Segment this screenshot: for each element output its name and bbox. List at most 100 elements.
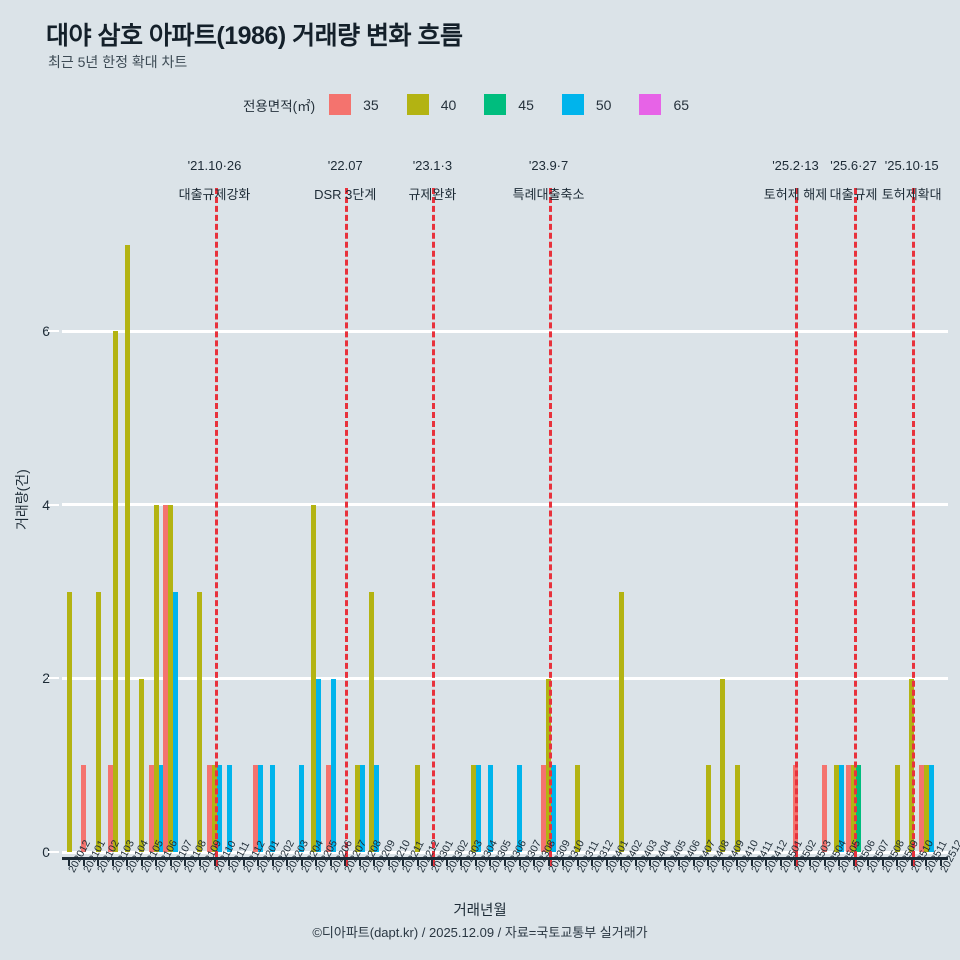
x-tick-202107: [169, 857, 172, 866]
bar-202101-35[interactable]: [81, 765, 87, 852]
x-tick-202507: [867, 857, 870, 866]
x-tick-202501: [779, 857, 782, 866]
bar-202106-35[interactable]: [148, 765, 154, 852]
bar-202204-50[interactable]: [299, 765, 305, 852]
bar-202304-40[interactable]: [470, 765, 476, 852]
legend-label-40: 40: [440, 96, 457, 113]
x-tick-202103: [111, 857, 114, 866]
x-tick-202407: [692, 857, 695, 866]
x-tick-202312: [591, 857, 594, 866]
legend-items: 35 40 45 50 65: [329, 94, 717, 115]
x-tick-202205: [315, 857, 318, 866]
gridline-4: [62, 503, 948, 507]
bar-202402-40[interactable]: [618, 591, 624, 852]
bar-202506-35[interactable]: [846, 765, 852, 852]
bar-202106-50[interactable]: [158, 765, 164, 852]
event-date-202506: '25.6·27: [830, 158, 877, 173]
bar-202107-35[interactable]: [163, 504, 169, 852]
x-tick-202204: [300, 857, 303, 866]
bar-202104-40[interactable]: [124, 244, 130, 852]
event-name-202502: 토허제 해제: [763, 187, 828, 202]
x-tick-202412: [765, 857, 768, 866]
y-axis-title: 거래량(건): [14, 469, 30, 530]
bar-202305-50[interactable]: [487, 765, 493, 852]
bar-202209-50[interactable]: [374, 765, 380, 852]
event-line-202510: [911, 188, 915, 866]
x-tick-202512: [939, 857, 942, 866]
x-tick-202105: [140, 857, 143, 866]
x-tick-202211: [402, 857, 405, 866]
legend-swatch-45: [484, 94, 507, 115]
x-tick-202108: [184, 857, 187, 866]
bar-202206-50[interactable]: [330, 678, 336, 852]
x-tick-202307: [518, 857, 521, 866]
gridline-2: [62, 676, 948, 680]
bar-202309-50[interactable]: [551, 765, 557, 852]
y-tick-label-2: 2: [42, 670, 50, 687]
legend-item-40[interactable]: 40: [406, 94, 479, 115]
y-tick-mark-4: [48, 503, 59, 506]
bar-202110-50[interactable]: [217, 765, 222, 852]
gridline-6: [62, 329, 948, 333]
bar-202107-50[interactable]: [173, 591, 179, 852]
x-tick-202212: [416, 857, 419, 866]
x-tick-202509: [896, 857, 899, 866]
bar-202208-50[interactable]: [359, 765, 365, 852]
event-name-202207: DSR 3단계: [314, 187, 377, 202]
bar-202201-35[interactable]: [253, 765, 259, 852]
bar-202506-45[interactable]: [856, 765, 862, 852]
bar-202511-40[interactable]: [923, 765, 929, 852]
x-tick-202110: [213, 857, 216, 866]
legend-item-65[interactable]: 65: [639, 94, 711, 115]
bar-202105-40[interactable]: [139, 678, 145, 852]
bar-202408-40[interactable]: [705, 765, 711, 852]
gridline-0: [62, 850, 948, 854]
bar-202110-35[interactable]: [207, 765, 212, 852]
bar-202509-40[interactable]: [894, 765, 900, 852]
event-date-202502: '25.2·13: [772, 158, 819, 173]
event-date-202309: '23.9·7: [528, 158, 569, 173]
bar-202206-35[interactable]: [325, 765, 331, 852]
bar-202311-40[interactable]: [575, 765, 581, 852]
event-line-202506: [853, 188, 857, 866]
bar-202106-40[interactable]: [153, 504, 159, 852]
legend-item-35[interactable]: 35: [329, 94, 401, 115]
bar-202109-40[interactable]: [197, 591, 203, 852]
bar-202201-50[interactable]: [258, 765, 264, 852]
bar-202410-40[interactable]: [734, 765, 740, 852]
x-tick-202506: [852, 857, 855, 866]
bar-202208-40[interactable]: [354, 765, 360, 852]
bar-202202-50[interactable]: [270, 765, 276, 852]
bar-202209-40[interactable]: [369, 591, 375, 852]
legend-swatch-50: [561, 94, 584, 115]
bar-202012-40[interactable]: [66, 591, 72, 852]
bar-202205-50[interactable]: [316, 678, 322, 852]
bar-202304-50[interactable]: [475, 765, 481, 852]
bar-202511-50[interactable]: [928, 765, 934, 852]
bar-202309-35[interactable]: [541, 765, 547, 852]
bar-202111-50[interactable]: [226, 765, 232, 852]
x-tick-202410: [736, 857, 739, 866]
bar-202505-40[interactable]: [834, 765, 840, 852]
legend-item-45[interactable]: 45: [484, 94, 556, 115]
bar-202103-40[interactable]: [112, 331, 118, 852]
x-tick-202111: [228, 857, 231, 866]
bar-202307-50[interactable]: [517, 765, 523, 852]
bar-202505-50[interactable]: [839, 765, 845, 852]
x-tick-202309: [547, 857, 550, 866]
bar-202102-40[interactable]: [95, 591, 101, 852]
legend-label-65: 65: [673, 96, 690, 113]
bar-202107-40[interactable]: [168, 504, 174, 852]
x-tick-202201: [257, 857, 260, 866]
legend-item-50[interactable]: 50: [561, 94, 634, 115]
bar-202212-40[interactable]: [415, 765, 421, 852]
x-tick-202308: [533, 857, 536, 866]
legend-label-35: 35: [363, 96, 379, 113]
bar-202504-35[interactable]: [822, 765, 828, 852]
bar-202409-40[interactable]: [720, 678, 726, 852]
x-tick-202404: [649, 857, 652, 866]
bar-202205-40[interactable]: [311, 504, 317, 852]
bar-202511-35[interactable]: [918, 765, 924, 852]
bar-202103-35[interactable]: [107, 765, 113, 852]
